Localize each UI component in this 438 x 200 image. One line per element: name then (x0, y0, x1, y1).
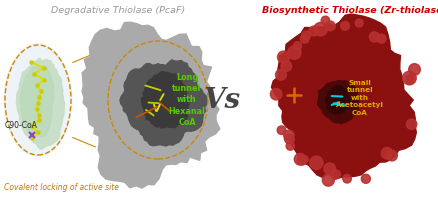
Circle shape (276, 69, 286, 80)
Circle shape (278, 51, 290, 63)
Circle shape (286, 142, 294, 150)
Circle shape (409, 64, 420, 75)
Circle shape (321, 16, 330, 25)
Circle shape (300, 155, 308, 163)
Circle shape (285, 134, 294, 144)
Text: C90-CoA: C90-CoA (5, 120, 38, 130)
Text: Degradative Thiolase (PcaF): Degradative Thiolase (PcaF) (51, 6, 185, 15)
Circle shape (387, 150, 397, 161)
Circle shape (325, 21, 335, 31)
Circle shape (281, 61, 292, 71)
Circle shape (284, 130, 294, 140)
Circle shape (369, 32, 380, 42)
Ellipse shape (4, 44, 72, 156)
Text: Covalent locking of active site: Covalent locking of active site (4, 183, 119, 192)
Polygon shape (82, 22, 220, 188)
Circle shape (297, 156, 307, 165)
Circle shape (294, 153, 306, 165)
Circle shape (288, 46, 301, 59)
Circle shape (403, 71, 416, 85)
Text: Long
tunnel
with
Hexanal
CoA: Long tunnel with Hexanal CoA (169, 73, 205, 127)
Circle shape (309, 26, 319, 36)
Circle shape (270, 88, 282, 100)
Circle shape (381, 148, 393, 159)
Polygon shape (272, 14, 416, 179)
Circle shape (302, 31, 311, 40)
Polygon shape (325, 86, 349, 114)
Circle shape (300, 35, 309, 43)
Circle shape (277, 126, 286, 134)
Circle shape (361, 174, 371, 183)
Text: Small
tunnel
with
Acetoacetyl
CoA: Small tunnel with Acetoacetyl CoA (336, 80, 384, 116)
Circle shape (332, 170, 340, 179)
Polygon shape (318, 81, 360, 124)
Polygon shape (141, 72, 189, 128)
Circle shape (406, 119, 417, 129)
Polygon shape (120, 60, 207, 146)
Circle shape (322, 174, 334, 186)
Circle shape (341, 21, 350, 30)
Circle shape (355, 19, 363, 27)
Circle shape (314, 22, 327, 36)
Circle shape (343, 174, 351, 183)
Circle shape (293, 42, 301, 50)
Text: Vs: Vs (203, 86, 240, 114)
Circle shape (324, 163, 336, 175)
Text: Biosynthetic Thiolase (Zr-thiolase): Biosynthetic Thiolase (Zr-thiolase) (262, 6, 438, 15)
Polygon shape (20, 65, 54, 137)
Polygon shape (16, 59, 65, 149)
Circle shape (310, 156, 323, 169)
Circle shape (377, 34, 386, 43)
Circle shape (406, 75, 414, 84)
